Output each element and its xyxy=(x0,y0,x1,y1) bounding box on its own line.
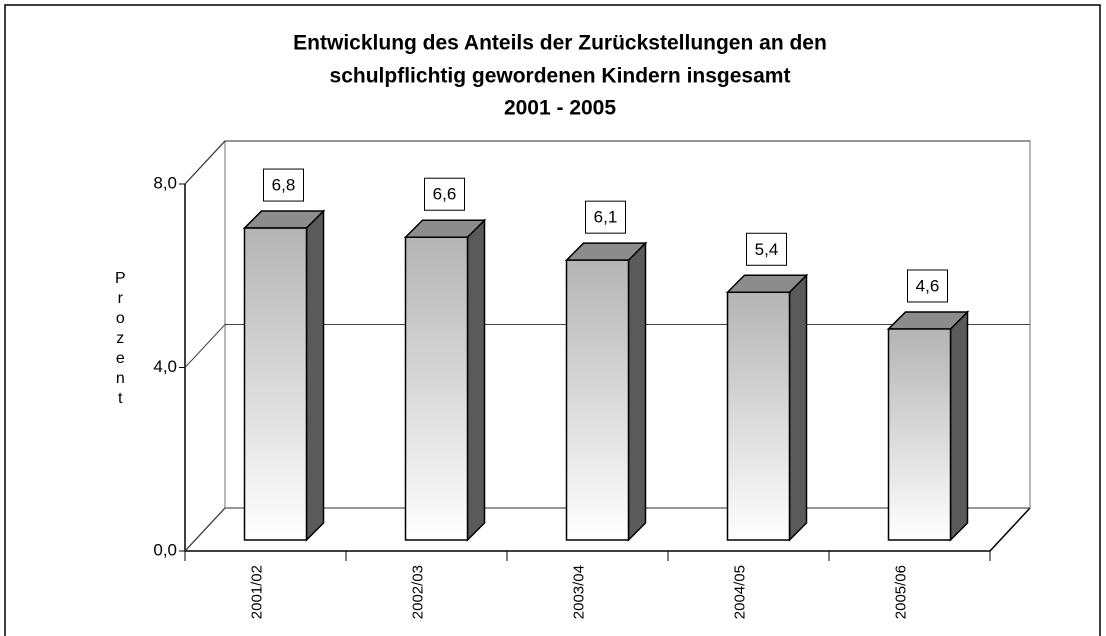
bar-side xyxy=(627,241,647,542)
bar-side xyxy=(949,310,969,542)
value-label: 4,6 xyxy=(916,276,940,295)
value-label: 6,6 xyxy=(433,185,457,204)
chart-title: 2001 - 2005 xyxy=(504,97,616,120)
bar xyxy=(564,241,648,542)
y-tick-label: 0,0 xyxy=(153,540,177,559)
y-tick-label: 8,0 xyxy=(153,173,177,192)
value-label-box xyxy=(263,168,304,202)
bar-front xyxy=(243,227,308,541)
x-tick-label: 2001/02 xyxy=(248,565,265,619)
y-axis-label: Prozent xyxy=(112,270,129,410)
bar xyxy=(725,273,809,542)
bar xyxy=(242,209,326,542)
value-label-box xyxy=(907,269,948,303)
bar-front xyxy=(887,328,952,541)
chart-title: schulpflichtig gewordenen Kindern insges… xyxy=(330,65,791,88)
grid-line xyxy=(184,140,1030,185)
x-tick-label: 2005/06 xyxy=(892,565,909,619)
chart-title: Entwicklung des Anteils der Zurückstellu… xyxy=(293,32,827,55)
y-tick-label: 4,0 xyxy=(153,357,177,376)
x-tick-label: 2003/04 xyxy=(570,565,587,619)
bar-front xyxy=(565,259,630,541)
value-label: 5,4 xyxy=(755,240,779,259)
bar-front xyxy=(726,291,791,541)
x-tick-label: 2004/05 xyxy=(731,565,748,619)
value-label-box xyxy=(424,177,465,211)
value-label-box xyxy=(746,232,787,266)
bar-front xyxy=(404,236,469,541)
value-label-box xyxy=(585,200,626,234)
value-label: 6,1 xyxy=(594,208,618,227)
value-label: 6,8 xyxy=(272,176,296,195)
bar-side xyxy=(466,218,486,542)
x-tick-label: 2002/03 xyxy=(409,565,426,619)
frame xyxy=(4,4,1101,636)
bar-side xyxy=(305,209,325,542)
bar-side xyxy=(788,273,808,542)
bar xyxy=(886,310,970,542)
bar xyxy=(403,218,487,542)
